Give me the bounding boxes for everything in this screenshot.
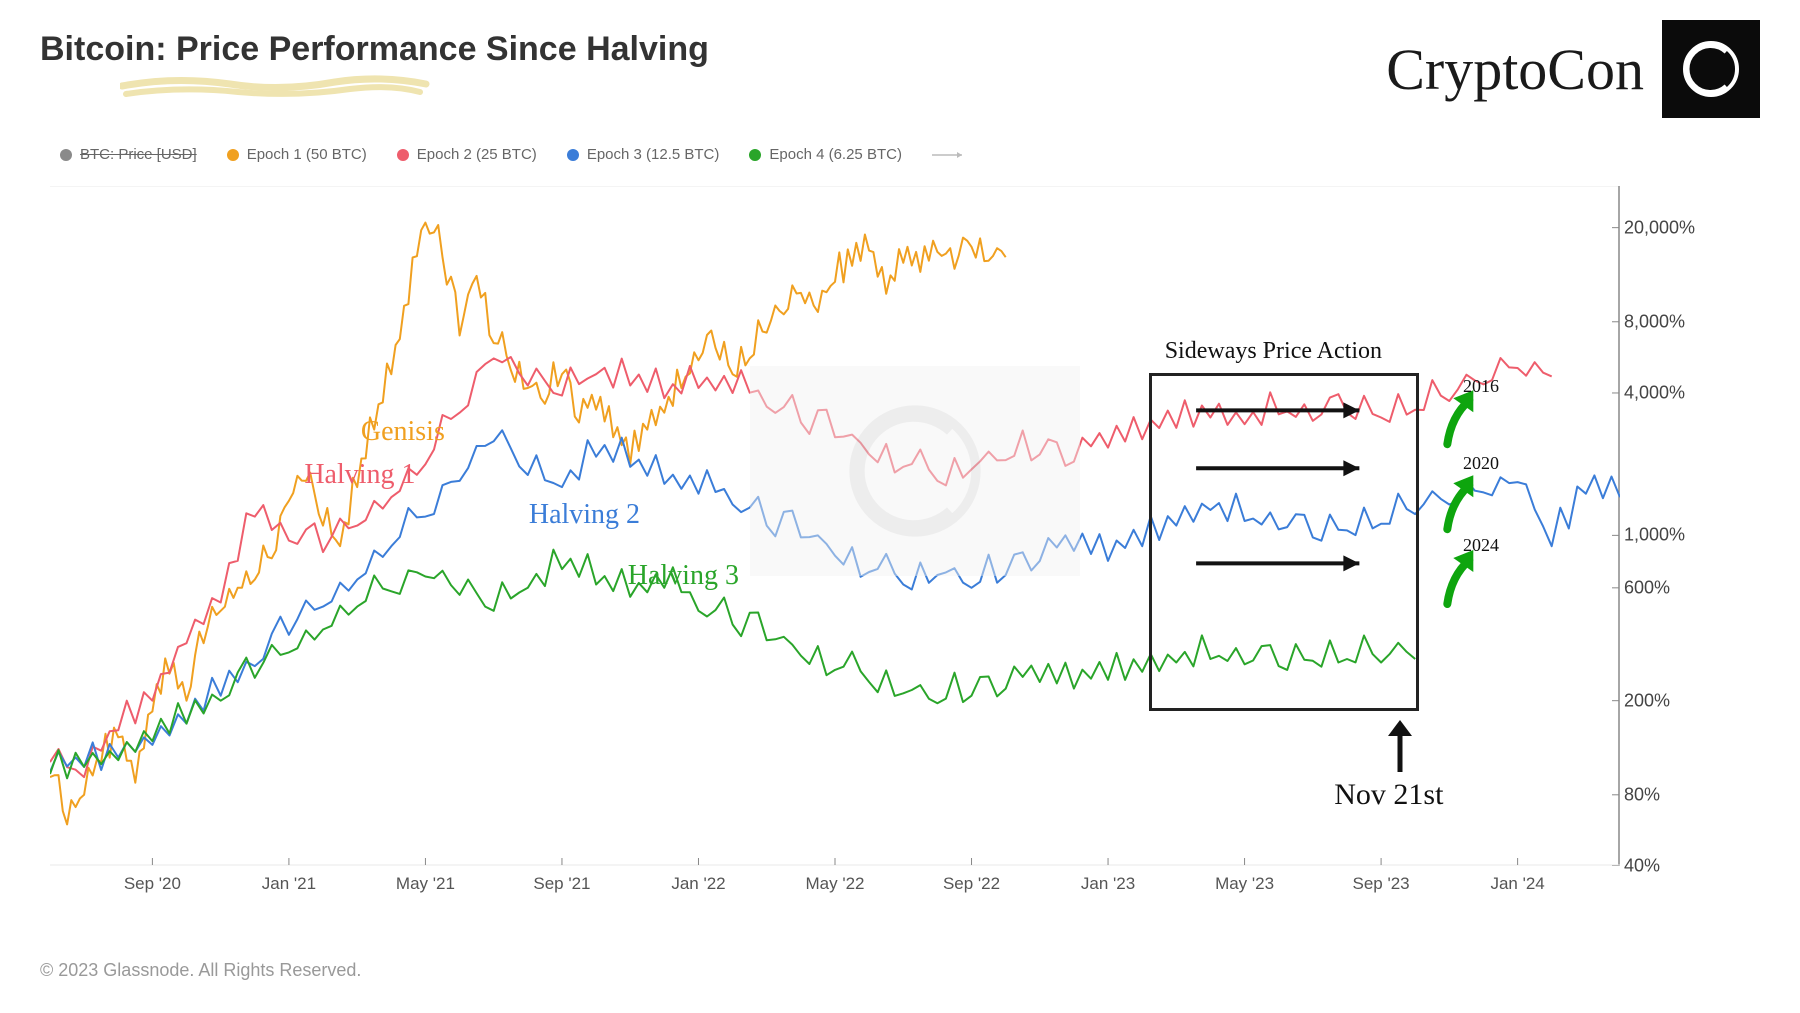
x-tick: Jan '23 bbox=[1081, 874, 1135, 894]
x-tick: Sep '21 bbox=[533, 874, 590, 894]
legend-label-epoch4: Epoch 4 (6.25 BTC) bbox=[769, 146, 902, 163]
legend-dot-btc bbox=[60, 149, 72, 161]
y-tick: 200% bbox=[1624, 690, 1670, 711]
brand-logo bbox=[1662, 20, 1760, 118]
chart-area: Genisis Halving 1 Halving 2 Halving 3 Si… bbox=[50, 186, 1620, 866]
legend-dot-epoch2 bbox=[397, 149, 409, 161]
legend-label-epoch2: Epoch 2 (25 BTC) bbox=[417, 146, 537, 163]
year-label-2024: 2024 bbox=[1463, 535, 1499, 556]
x-tick: Sep '20 bbox=[124, 874, 181, 894]
legend: BTC: Price [USD] Epoch 1 (50 BTC) Epoch … bbox=[60, 146, 962, 163]
title-underline-stroke bbox=[120, 72, 430, 98]
legend-dot-epoch4 bbox=[749, 149, 761, 161]
y-tick: 20,000% bbox=[1624, 217, 1695, 238]
legend-dot-epoch3 bbox=[567, 149, 579, 161]
x-tick: Jan '21 bbox=[262, 874, 316, 894]
nov-arrow-icon bbox=[1380, 720, 1420, 776]
x-axis: Sep '20 Jan '21 May '21 Sep '21 Jan '22 May '… bbox=[50, 874, 1620, 898]
legend-item-epoch2: Epoch 2 (25 BTC) bbox=[397, 146, 537, 163]
y-tick: 80% bbox=[1624, 784, 1660, 805]
y-tick: 4,000% bbox=[1624, 382, 1685, 403]
x-tick: May '21 bbox=[396, 874, 455, 894]
copyright: © 2023 Glassnode. All Rights Reserved. bbox=[40, 960, 361, 981]
x-tick: Jan '24 bbox=[1490, 874, 1544, 894]
legend-dot-epoch1 bbox=[227, 149, 239, 161]
legend-label-btc: BTC: Price [USD] bbox=[80, 146, 197, 163]
legend-label-epoch1: Epoch 1 (50 BTC) bbox=[247, 146, 367, 163]
legend-item-epoch3: Epoch 3 (12.5 BTC) bbox=[567, 146, 720, 163]
page-root: Bitcoin: Price Performance Since Halving… bbox=[0, 0, 1800, 1013]
x-tick: May '22 bbox=[806, 874, 865, 894]
legend-item-epoch1: Epoch 1 (50 BTC) bbox=[227, 146, 367, 163]
y-axis: 40%80%200%600%1,000%4,000%8,000%20,000% bbox=[1624, 186, 1744, 866]
legend-trailing-line bbox=[932, 151, 962, 159]
brand-container: CryptoCon bbox=[1386, 20, 1760, 118]
brand-logo-icon bbox=[1679, 37, 1743, 101]
y-tick: 1,000% bbox=[1624, 525, 1685, 546]
nov-label: Nov 21st bbox=[1334, 778, 1443, 812]
y-tick: 8,000% bbox=[1624, 311, 1685, 332]
year-label-2016: 2016 bbox=[1463, 376, 1499, 397]
y-tick: 40% bbox=[1624, 856, 1660, 877]
legend-item-epoch4: Epoch 4 (6.25 BTC) bbox=[749, 146, 902, 163]
x-tick: Sep '23 bbox=[1353, 874, 1410, 894]
chart-title: Bitcoin: Price Performance Since Halving bbox=[40, 30, 709, 69]
y-tick: 600% bbox=[1624, 577, 1670, 598]
x-tick: May '23 bbox=[1215, 874, 1274, 894]
brand-text: CryptoCon bbox=[1386, 36, 1644, 103]
x-tick: Sep '22 bbox=[943, 874, 1000, 894]
legend-item-btc: BTC: Price [USD] bbox=[60, 146, 197, 163]
year-label-2020: 2020 bbox=[1463, 453, 1499, 474]
legend-label-epoch3: Epoch 3 (12.5 BTC) bbox=[587, 146, 720, 163]
x-tick: Jan '22 bbox=[671, 874, 725, 894]
